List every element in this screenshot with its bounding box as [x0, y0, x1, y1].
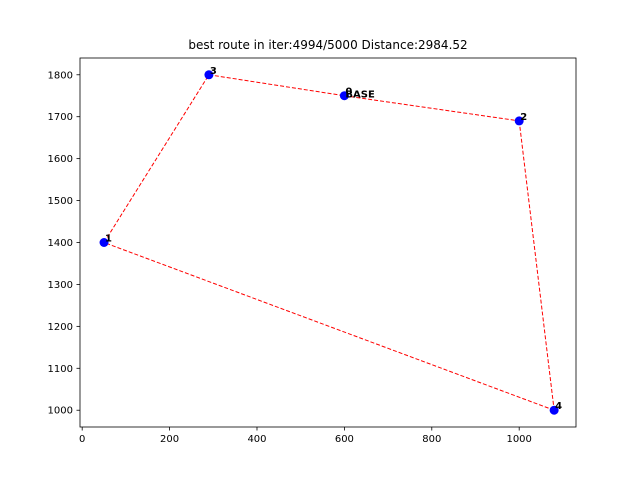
- point-label: 4: [555, 401, 562, 412]
- x-axis-ticks: 0 200 400 600 800 1000: [79, 427, 532, 445]
- x-tick-label: 200: [160, 434, 179, 445]
- y-tick-label: 1100: [48, 364, 73, 375]
- y-tick-label: 1300: [48, 280, 73, 291]
- x-tick-label: 1000: [506, 434, 531, 445]
- y-tick-label: 1400: [48, 238, 73, 249]
- y-tick-label: 1000: [48, 406, 73, 417]
- x-tick-label: 600: [335, 434, 354, 445]
- point-labels: 0 1 2 3 4 BASE: [105, 66, 562, 412]
- point-label: 1: [105, 234, 112, 245]
- route-point: [339, 91, 349, 101]
- route-points: [99, 70, 559, 415]
- route-point: [99, 238, 109, 247]
- route-segment: [208, 74, 345, 97]
- point-label: 3: [210, 66, 217, 77]
- route-point: [514, 116, 524, 126]
- y-tick-label: 1500: [48, 196, 73, 207]
- base-annotation: BASE: [345, 90, 375, 101]
- route-lines: [103, 74, 555, 411]
- route-segment: [344, 95, 520, 122]
- route-segment: [103, 74, 210, 243]
- y-tick-label: 1700: [48, 112, 73, 123]
- x-tick-label: 800: [422, 434, 441, 445]
- route-segment: [103, 242, 555, 411]
- route-point: [204, 70, 214, 80]
- y-tick-label: 1200: [48, 322, 73, 333]
- y-tick-label: 1600: [48, 154, 73, 165]
- point-label: 0: [345, 87, 352, 98]
- axes-frame: [79, 57, 577, 428]
- x-tick-label: 0: [79, 434, 85, 445]
- chart-title: best route in iter:4994/5000 Distance:29…: [188, 38, 467, 52]
- route-point: [549, 405, 559, 415]
- y-axis-ticks: 1000 1100 1200 1300 1400 1500 1600 1700 1800: [48, 70, 80, 417]
- y-tick-label: 1800: [48, 70, 73, 81]
- x-tick-label: 400: [247, 434, 266, 445]
- route-segment: [518, 120, 555, 411]
- point-label: 2: [520, 112, 527, 123]
